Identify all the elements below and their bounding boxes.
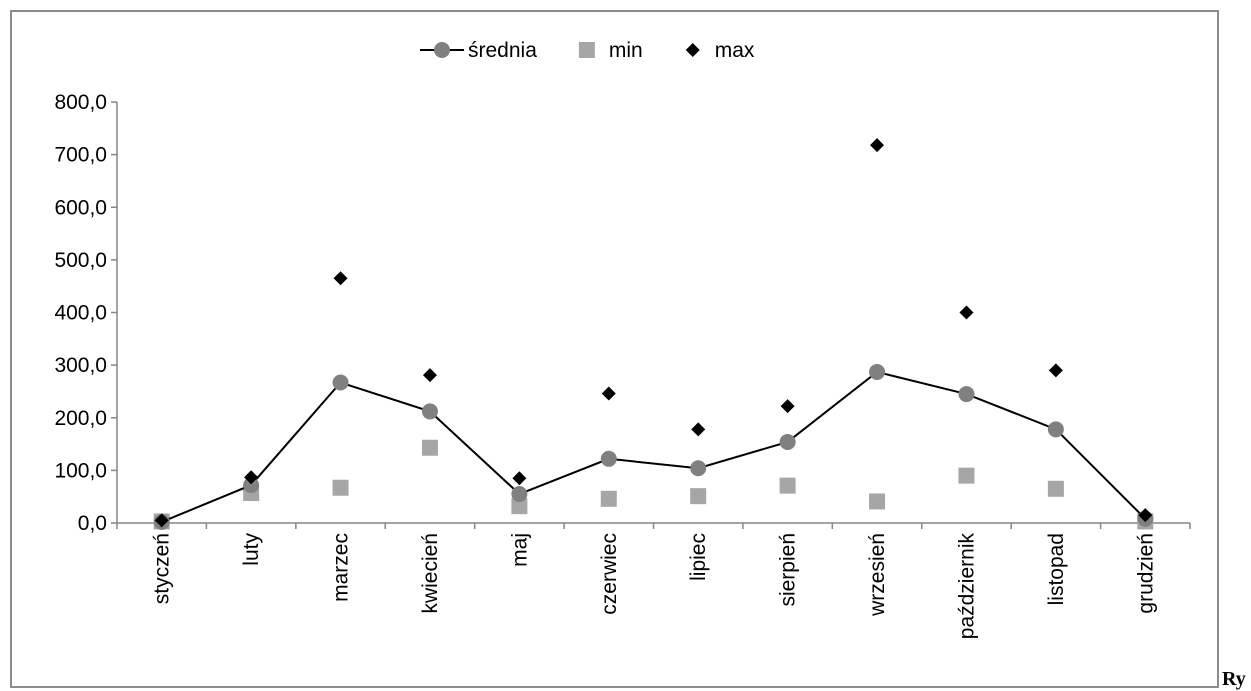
series-diamond [154,138,1153,528]
y-tick-label: 700,0 [54,144,107,167]
legend: średnia min max [420,39,755,62]
legend-label: min [609,39,643,62]
x-tick-label: maj [508,533,531,567]
data-point [154,513,169,528]
chart-frame [10,10,1219,688]
data-point [690,488,707,505]
legend-item: średnia [420,39,537,62]
data-point [779,477,796,494]
y-tick-label: 400,0 [54,302,107,325]
data-point [422,368,437,383]
x-tick-label: sierpień [777,533,800,607]
data-point [690,460,707,477]
legend-marker [434,42,450,58]
data-point [1048,363,1063,378]
data-point [601,386,616,401]
data-point [870,138,885,153]
data-point [333,271,348,286]
x-tick-label: lipiec [687,533,710,581]
axes: 0,0 100,0 200,0 300,0 400,0 500,0 600,0 700,0 80… [54,91,1191,640]
data-point [869,363,886,380]
x-tick-label: marzec [330,533,353,602]
data-point [780,399,795,414]
data-point [511,498,528,515]
data-point [600,490,617,507]
y-tick-label: 800,0 [54,91,107,114]
y-tick-label: 600,0 [54,196,107,219]
series-square [153,439,1154,530]
x-tick-label: czerwiec [598,533,621,615]
caption-fragment: Ry [1222,668,1246,690]
series-layer [153,138,1154,530]
y-tick-label: 300,0 [54,354,107,377]
data-point [1047,480,1064,497]
legend-marker [578,42,595,58]
series-line [161,370,1146,523]
y-tick-label: 0,0 [78,512,107,535]
data-point [244,470,259,485]
y-tick-label: 100,0 [54,459,107,482]
data-point [332,479,349,496]
x-tick-label: luty [240,533,263,566]
data-point [421,403,438,420]
legend-label: max [715,39,755,62]
y-tick-label: 200,0 [54,407,107,430]
data-point [332,374,349,391]
legend-marker [685,43,700,57]
data-point [243,477,260,494]
x-tick-label: grudzień [1134,533,1157,614]
x-tick-label: kwiecień [419,533,442,614]
x-tick-label: wrzesień [866,533,889,617]
x-tick-label: październik [955,533,978,640]
data-point [1138,508,1153,523]
series-circle [153,363,1154,530]
data-point [421,439,438,456]
y-tick-label: 500,0 [54,249,107,272]
data-point [958,386,975,403]
data-point [691,422,706,437]
data-point [1047,421,1064,438]
legend-label: średnia [468,39,537,62]
legend-item: max [685,39,755,62]
x-tick-label: styczeń [151,533,174,604]
data-point [511,486,528,503]
legend-item: min [578,39,643,62]
data-point [958,467,975,484]
data-point [869,493,886,510]
data-point [600,450,617,467]
data-point [959,305,974,320]
data-point [512,471,527,486]
x-tick-label: listopad [1045,533,1068,605]
data-point [779,433,796,450]
